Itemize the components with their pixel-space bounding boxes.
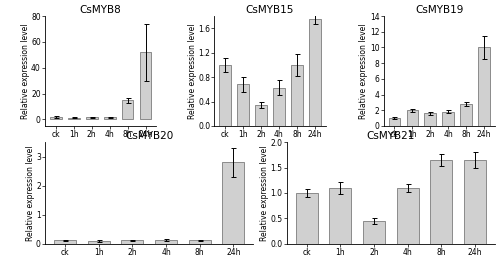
- Y-axis label: Relative expression level: Relative expression level: [260, 145, 269, 241]
- Bar: [88, 241, 110, 244]
- Bar: [464, 160, 486, 244]
- Bar: [442, 112, 454, 126]
- Bar: [50, 117, 62, 120]
- Title: CsMYB21: CsMYB21: [366, 131, 415, 141]
- Bar: [86, 117, 98, 120]
- Bar: [104, 117, 116, 120]
- Title: CsMYB8: CsMYB8: [80, 5, 122, 15]
- Bar: [140, 52, 151, 120]
- Bar: [255, 105, 267, 126]
- Bar: [237, 84, 249, 126]
- Y-axis label: Relative expression level: Relative expression level: [26, 145, 35, 241]
- Y-axis label: Relative expression level: Relative expression level: [188, 23, 196, 119]
- Bar: [188, 240, 210, 244]
- Bar: [396, 188, 418, 244]
- Bar: [330, 188, 351, 244]
- Bar: [460, 104, 472, 126]
- Title: CsMYB20: CsMYB20: [125, 131, 174, 141]
- Bar: [68, 118, 80, 120]
- Bar: [219, 65, 231, 126]
- Bar: [388, 118, 400, 126]
- Bar: [273, 87, 285, 126]
- Title: CsMYB15: CsMYB15: [246, 5, 294, 15]
- Bar: [222, 162, 244, 244]
- Bar: [155, 240, 177, 244]
- Bar: [363, 221, 385, 244]
- Bar: [406, 110, 418, 126]
- Bar: [478, 47, 490, 126]
- Bar: [424, 113, 436, 126]
- Bar: [296, 193, 318, 244]
- Y-axis label: Relative expression level: Relative expression level: [360, 23, 368, 119]
- Bar: [291, 65, 303, 126]
- Bar: [54, 240, 76, 244]
- Bar: [430, 160, 452, 244]
- Bar: [309, 19, 321, 126]
- Y-axis label: Relative expression level: Relative expression level: [20, 23, 30, 119]
- Title: CsMYB19: CsMYB19: [415, 5, 464, 15]
- Bar: [122, 100, 134, 120]
- Bar: [122, 240, 144, 244]
